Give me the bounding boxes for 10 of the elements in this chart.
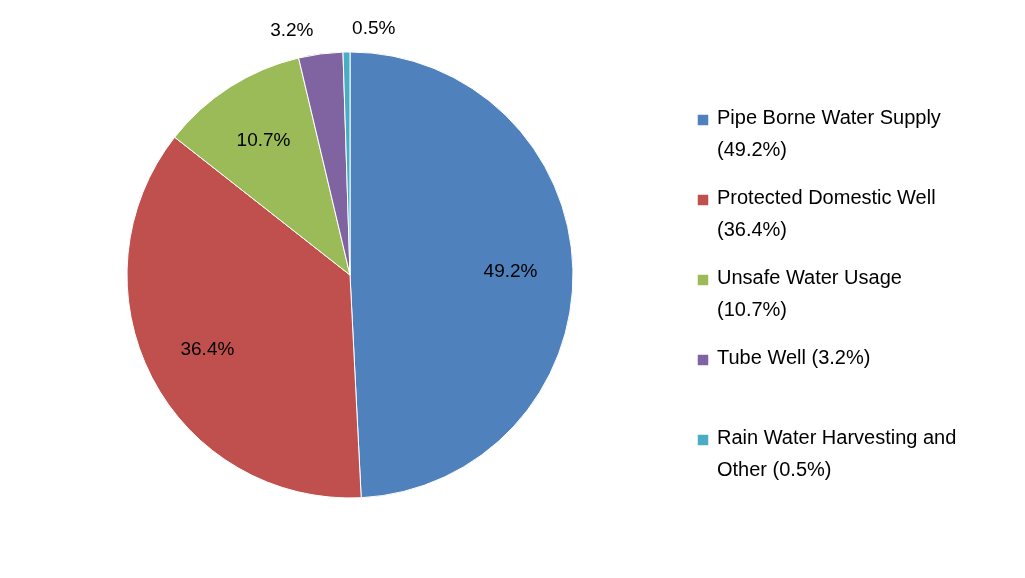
data-label: 36.4%	[180, 337, 235, 359]
legend-label: Tube Well (3.2%)	[717, 346, 871, 368]
legend-label: Rain Water Harvesting and Other (0.5%)	[717, 426, 957, 480]
data-label: 49.2%	[483, 259, 538, 281]
legend-label: Protected Domestic Well (36.4%)	[717, 186, 936, 240]
data-label: 10.7%	[236, 128, 291, 150]
legend-label: Pipe Borne Water Supply (49.2%)	[717, 106, 941, 160]
data-label: 3.2%	[270, 19, 314, 41]
data-label: 0.5%	[352, 17, 396, 39]
legend-label: Unsafe Water Usage (10.7%)	[717, 266, 902, 320]
